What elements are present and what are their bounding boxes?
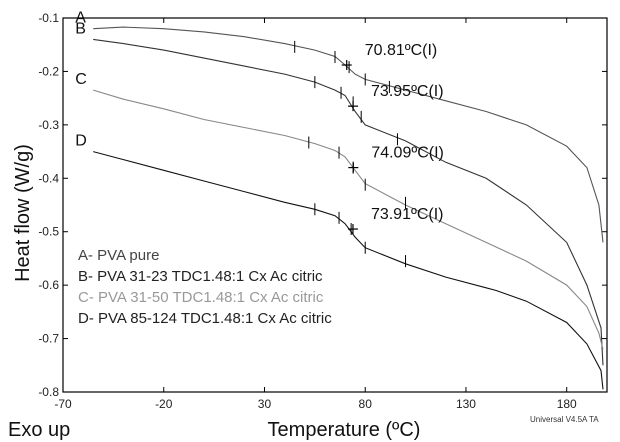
x-tick-label: 180 xyxy=(557,397,577,411)
y-axis-title: Heat flow (W/g) xyxy=(12,144,34,282)
software-version-label: Universal V4.5A TA xyxy=(530,415,599,424)
series-d-letter: D xyxy=(75,133,87,150)
y-tick-label: -0.8 xyxy=(38,385,59,399)
y-tick-label: -0.4 xyxy=(38,171,59,185)
y-tick-label: -0.5 xyxy=(38,225,59,239)
legend-entry-b: B- PVA 31-23 TDC1.48:1 Cx Ac citric xyxy=(78,268,323,285)
series-a-annotation: 70.81ºC(I) xyxy=(365,42,438,59)
x-tick-label: 130 xyxy=(456,397,476,411)
series-b-letter: B xyxy=(75,20,86,37)
plot-frame xyxy=(62,17,608,393)
y-tick-label: -0.6 xyxy=(38,278,59,292)
legend-entry-c: C- PVA 31-50 TDC1.48:1 Cx Ac citric xyxy=(78,289,324,306)
y-tick-label: -0.2 xyxy=(38,64,59,78)
series-d-annotation: 73.91ºC(I) xyxy=(371,206,444,223)
series-c-letter: C xyxy=(75,71,87,88)
y-tick-label: -0.7 xyxy=(38,332,59,346)
x-tick-label: 80 xyxy=(359,397,373,411)
series-b-annotation: 73.95ºC(I) xyxy=(371,83,444,100)
legend-entry-d: D- PVA 85-124 TDC1.48:1 Cx Ac citric xyxy=(78,310,332,327)
series-a-line xyxy=(93,26,604,243)
series-c-annotation: 74.09ºC(I) xyxy=(371,145,444,162)
x-tick-label: -70 xyxy=(54,397,72,411)
series-c-line xyxy=(93,89,604,350)
y-tick-label: -0.3 xyxy=(38,118,59,132)
exo-up-label: Exo up xyxy=(8,419,70,441)
y-tick-label: -0.1 xyxy=(38,11,59,25)
legend-entry-a: A- PVA pure xyxy=(78,247,159,264)
series-b-line xyxy=(93,38,604,366)
x-tick-label: 30 xyxy=(258,397,272,411)
x-axis-title: Temperature (ºC) xyxy=(268,419,421,441)
x-tick-label: -20 xyxy=(155,397,173,411)
series-d-line xyxy=(93,151,604,390)
